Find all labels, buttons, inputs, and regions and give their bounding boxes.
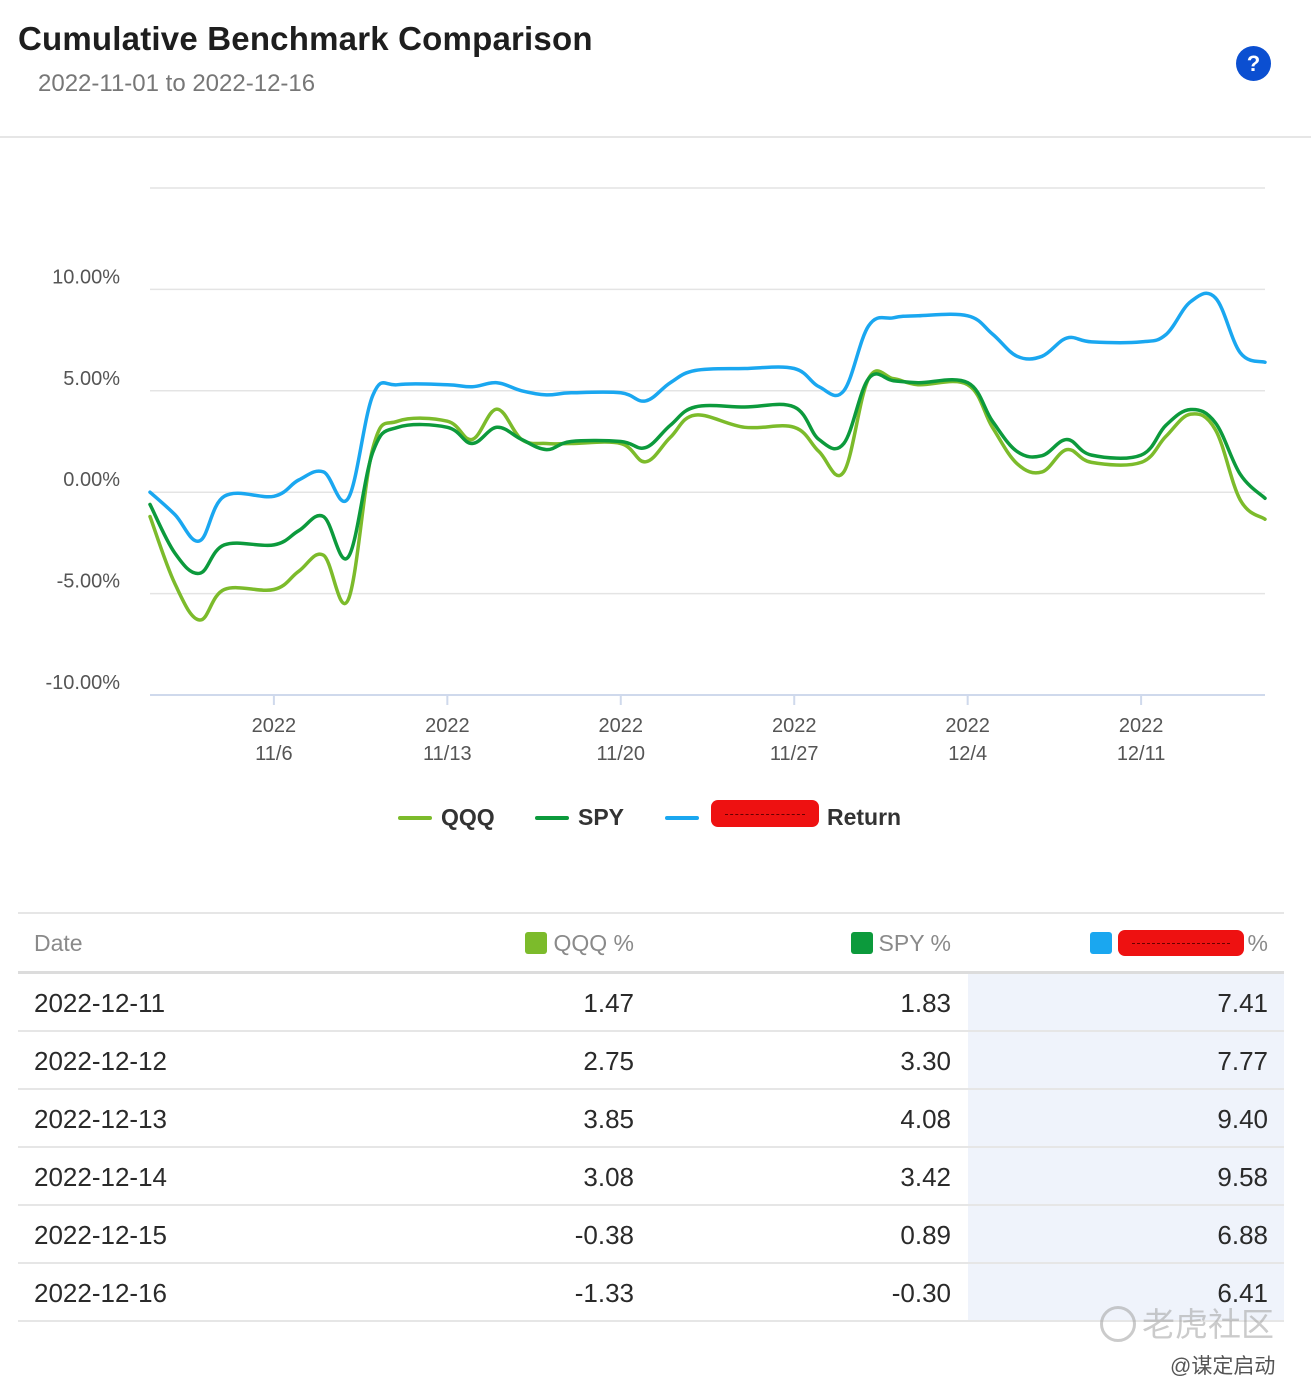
cell-return: 6.41	[1217, 1278, 1268, 1308]
y-tick-label: 0.00%	[63, 469, 120, 491]
watermark-brand: 老虎社区	[1100, 1298, 1274, 1346]
redacted-name	[711, 800, 819, 827]
cell-date: 2022-12-11	[34, 988, 166, 1018]
chart-legend: QQQ SPY Return	[0, 800, 1311, 834]
y-tick-label: -10.00%	[46, 672, 121, 694]
legend-swatch-qqq	[398, 816, 432, 820]
cell-qqq: -1.33	[574, 1278, 634, 1308]
cell-spy: 3.42	[900, 1162, 951, 1192]
watermark-brand-text: 老虎社区	[1142, 1306, 1274, 1343]
highlight-column	[968, 974, 1284, 1030]
legend-item-spy[interactable]: SPY	[535, 800, 635, 834]
spy-color-square	[850, 932, 873, 954]
table-row: 2022-12-16 -1.33 -0.30 6.41	[18, 1264, 1284, 1322]
x-tick-year: 2022	[945, 715, 990, 737]
cell-qqq: 3.08	[583, 1162, 634, 1192]
redacted-name	[1117, 930, 1244, 956]
page-title: Cumulative Benchmark Comparison	[18, 20, 593, 57]
header-spy-label: SPY %	[878, 930, 951, 956]
help-button[interactable]: ?	[1236, 46, 1271, 81]
series-line-spy	[148, 372, 1267, 576]
table-row: 2022-12-11 1.47 1.83 7.41	[18, 974, 1284, 1032]
cell-return: 7.77	[1217, 1046, 1268, 1076]
header-return[interactable]: %	[1089, 930, 1268, 957]
x-tick-year: 2022	[252, 715, 297, 737]
legend-item-qqq[interactable]: QQQ	[398, 800, 508, 834]
cell-qqq: -0.38	[574, 1220, 634, 1250]
cell-return: 7.41	[1217, 988, 1268, 1018]
cell-spy: 0.89	[900, 1220, 951, 1250]
cell-return: 9.40	[1217, 1104, 1268, 1134]
legend-label-spy: SPY	[578, 804, 625, 830]
highlight-column	[968, 1090, 1284, 1146]
header-return-label: %	[1247, 930, 1268, 956]
header-date[interactable]: Date	[34, 930, 83, 956]
benchmark-table: Date QQQ % SPY % % 2022-12-11 1.47 1.83 …	[18, 912, 1284, 1322]
y-tick-label: 10.00%	[52, 266, 120, 288]
cell-qqq: 3.85	[583, 1104, 634, 1134]
highlight-column	[968, 1206, 1284, 1262]
return-color-square	[1089, 932, 1112, 954]
watermark-author: @谋定启动	[1170, 1355, 1276, 1378]
legend-swatch-return	[665, 816, 699, 820]
legend-label-return: Return	[827, 804, 902, 830]
cell-date: 2022-12-14	[34, 1162, 167, 1192]
table-row: 2022-12-15 -0.38 0.89 6.88	[18, 1206, 1284, 1264]
x-tick-label: 11/20	[596, 743, 645, 765]
cell-qqq: 2.75	[583, 1046, 634, 1076]
y-tick-label: -5.00%	[57, 571, 121, 593]
benchmark-line-chart: 10.00% 5.00% 0.00% -5.00% -10.00% 2022 11/6 202…	[46, 187, 1267, 765]
x-tick-year: 2022	[1119, 715, 1164, 737]
header: Cumulative Benchmark Comparison 2022-11-…	[0, 0, 1311, 138]
cell-return: 9.58	[1217, 1162, 1268, 1192]
table-row: 2022-12-14 3.08 3.42 9.58	[18, 1148, 1284, 1206]
date-range: 2022-11-01 to 2022-12-16	[38, 70, 316, 97]
highlight-column	[968, 1148, 1284, 1204]
legend-swatch-spy	[535, 816, 569, 820]
legend-item-return[interactable]: Return	[665, 800, 910, 834]
x-tick-year: 2022	[772, 715, 817, 737]
x-tick-year: 2022	[425, 715, 470, 737]
header-qqq-label: QQQ %	[553, 930, 634, 956]
x-tick-label: 12/11	[1117, 743, 1166, 765]
cell-qqq: 1.47	[583, 988, 634, 1018]
x-tick-label: 12/4	[948, 743, 987, 765]
legend-label-qqq: QQQ	[441, 804, 495, 830]
highlight-column	[968, 1032, 1284, 1088]
cell-date: 2022-12-15	[34, 1220, 167, 1250]
header-qqq[interactable]: QQQ %	[525, 930, 634, 957]
header-spy[interactable]: SPY %	[850, 930, 951, 957]
cell-spy: -0.30	[891, 1278, 951, 1308]
x-tick-label: 11/6	[255, 743, 292, 765]
cell-spy: 3.30	[900, 1046, 951, 1076]
cell-date: 2022-12-13	[34, 1104, 167, 1134]
x-tick-year: 2022	[599, 715, 644, 737]
table-header: Date QQQ % SPY % %	[18, 914, 1284, 974]
cell-return: 6.88	[1217, 1220, 1268, 1250]
cell-spy: 1.83	[900, 988, 951, 1018]
series-line-qqq	[148, 369, 1267, 622]
cell-date: 2022-12-16	[34, 1278, 167, 1308]
table-row: 2022-12-12 2.75 3.30 7.77	[18, 1032, 1284, 1090]
series-line-return	[148, 291, 1267, 543]
cell-date: 2022-12-12	[34, 1046, 167, 1076]
table-row: 2022-12-13 3.85 4.08 9.40	[18, 1090, 1284, 1148]
x-tick-label: 11/13	[423, 743, 472, 765]
qqq-color-square	[525, 932, 548, 954]
tiger-logo-icon	[1100, 1306, 1136, 1342]
cell-spy: 4.08	[900, 1104, 951, 1134]
x-tick-label: 11/27	[770, 743, 819, 765]
y-tick-label: 5.00%	[63, 368, 120, 390]
